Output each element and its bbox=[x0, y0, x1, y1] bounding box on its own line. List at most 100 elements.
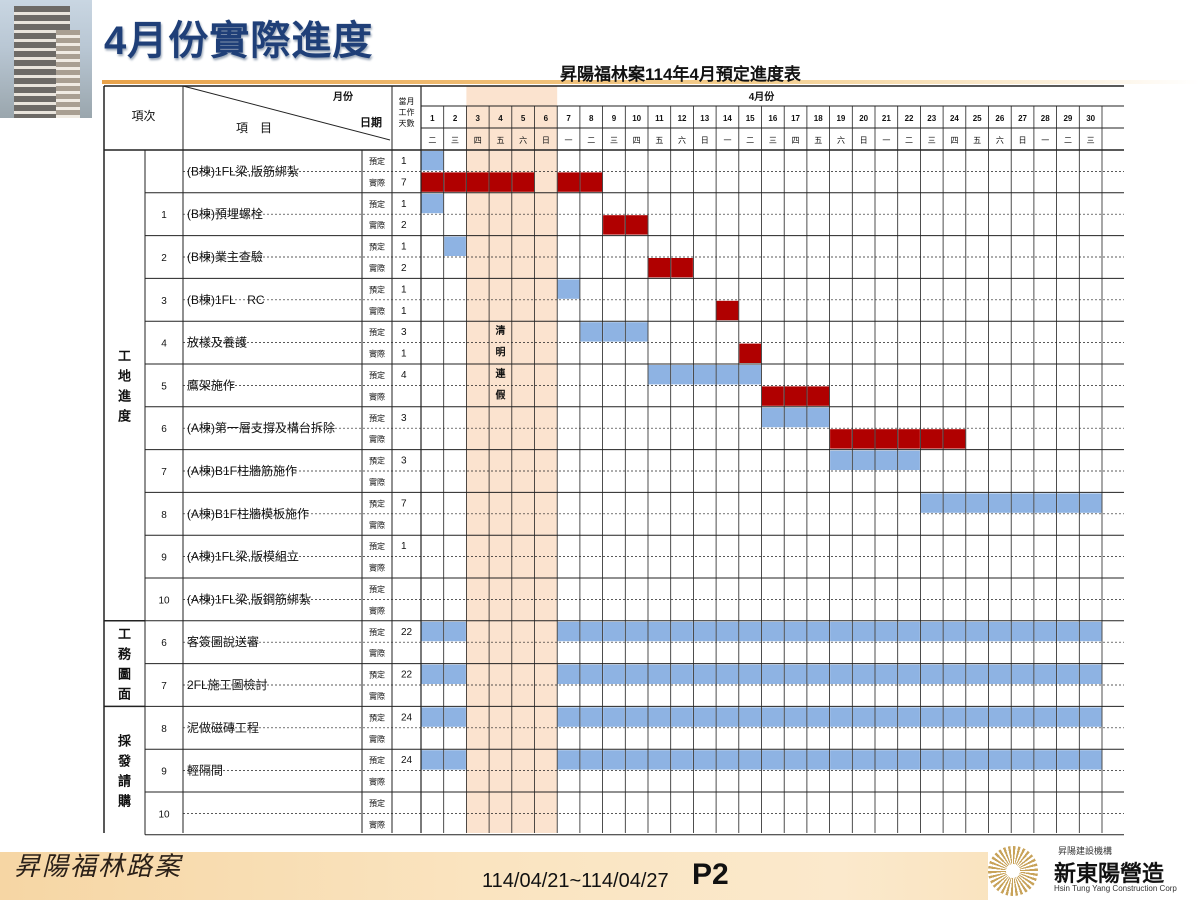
actual-days: 2 bbox=[401, 263, 407, 274]
day-number: 22 bbox=[905, 114, 914, 123]
plan-bar-cell bbox=[603, 750, 625, 770]
row-item: (B棟)1FL梁,版筋綁紮 bbox=[187, 163, 299, 178]
plan-bar-cell bbox=[444, 664, 466, 684]
plan-bar-cell bbox=[784, 750, 807, 770]
actual-label: 實際 bbox=[369, 819, 385, 829]
group-label-char: 工 bbox=[118, 348, 131, 363]
actual-bar-cell bbox=[943, 429, 966, 449]
company-group-name: 昇陽建設機構 bbox=[1058, 846, 1113, 856]
weekday-label: 六 bbox=[519, 135, 527, 145]
actual-label: 實際 bbox=[369, 434, 385, 444]
weekday-label: 六 bbox=[837, 135, 845, 145]
plan-bar-cell bbox=[671, 621, 693, 642]
plan-bar-cell bbox=[875, 621, 898, 642]
plan-bar-cell bbox=[557, 621, 580, 642]
weekday-label: 二 bbox=[746, 136, 754, 145]
weekday-label: 三 bbox=[610, 136, 618, 145]
plan-label: 預定 bbox=[369, 584, 385, 594]
plan-bar-cell bbox=[784, 664, 807, 684]
header-month-label: 月份 bbox=[332, 90, 354, 103]
plan-bar-cell bbox=[852, 450, 875, 470]
plan-label: 預定 bbox=[369, 284, 385, 294]
weekday-label: 五 bbox=[814, 136, 822, 145]
plan-bar-cell bbox=[807, 750, 830, 770]
plan-bar-cell bbox=[716, 707, 739, 727]
plan-bar-cell bbox=[830, 707, 852, 727]
day-number: 11 bbox=[655, 114, 664, 123]
header-index: 項次 bbox=[131, 109, 155, 123]
plan-bar-cell bbox=[920, 707, 943, 727]
group-label-char: 發 bbox=[117, 754, 131, 769]
actual-bar-cell bbox=[807, 386, 830, 406]
day-number: 8 bbox=[589, 114, 594, 123]
plan-bar-cell bbox=[943, 664, 966, 684]
slide-title: 4月份實際進度 bbox=[104, 19, 374, 63]
day-number: 26 bbox=[995, 114, 1004, 123]
actual-bar-cell bbox=[603, 215, 625, 235]
plan-bar-cell bbox=[898, 750, 920, 770]
day-number: 17 bbox=[791, 114, 800, 123]
actual-label: 實際 bbox=[369, 220, 385, 230]
holiday-label-char: 假 bbox=[495, 388, 506, 401]
day-number: 14 bbox=[723, 114, 732, 123]
plan-bar-cell bbox=[807, 707, 830, 727]
plan-bar-cell bbox=[648, 621, 671, 642]
plan-bar-cell bbox=[1011, 707, 1034, 727]
row-index: 9 bbox=[161, 767, 167, 778]
plan-bar-cell bbox=[762, 750, 784, 770]
plan-days: 3 bbox=[401, 456, 407, 467]
plan-bar-cell bbox=[671, 707, 693, 727]
project-logo: 昇陽福林路案 bbox=[14, 852, 183, 882]
day-number: 28 bbox=[1041, 114, 1050, 123]
plan-days: 7 bbox=[401, 498, 407, 509]
row-item: (B棟)1FL RC bbox=[187, 292, 265, 307]
plan-bar-cell bbox=[830, 664, 852, 684]
plan-bar-cell bbox=[716, 750, 739, 770]
plan-bar-cell bbox=[1079, 664, 1102, 684]
plan-bar-cell bbox=[739, 750, 761, 770]
row-index: 4 bbox=[161, 339, 167, 350]
plan-bar-cell bbox=[580, 750, 603, 770]
plan-bar-cell bbox=[1011, 750, 1034, 770]
day-number: 21 bbox=[882, 114, 891, 123]
day-number: 19 bbox=[836, 114, 845, 123]
plan-label: 預定 bbox=[369, 541, 385, 551]
day-number: 20 bbox=[859, 114, 868, 123]
plan-label: 預定 bbox=[369, 199, 385, 209]
actual-label: 實際 bbox=[369, 391, 385, 401]
plan-bar-cell bbox=[603, 322, 625, 342]
group-label-char: 度 bbox=[118, 408, 132, 423]
row-item: (B棟)預埋螺栓 bbox=[187, 206, 263, 221]
report-date-range: 114/04/21~114/04/27 bbox=[482, 870, 669, 892]
actual-bar-cell bbox=[648, 258, 671, 278]
day-number: 13 bbox=[700, 114, 709, 123]
plan-bar-cell bbox=[966, 664, 988, 684]
plan-bar-cell bbox=[852, 621, 875, 642]
weekday-label: 一 bbox=[1041, 136, 1049, 145]
plan-bar-cell bbox=[762, 407, 784, 428]
header-diagonal bbox=[182, 85, 391, 141]
actual-label: 實際 bbox=[369, 605, 385, 615]
plan-bar-cell bbox=[989, 707, 1011, 727]
plan-bar-cell bbox=[421, 621, 444, 642]
plan-bar-cell bbox=[671, 664, 693, 684]
day-number: 16 bbox=[768, 114, 777, 123]
row-index: 2 bbox=[161, 253, 167, 264]
plan-days: 1 bbox=[401, 242, 407, 253]
plan-bar-cell bbox=[875, 750, 898, 770]
group-label-char: 採 bbox=[118, 734, 132, 749]
weekday-label: 二 bbox=[587, 136, 595, 145]
plan-bar-cell bbox=[648, 664, 671, 684]
plan-bar-cell bbox=[648, 750, 671, 770]
actual-bar-cell bbox=[580, 172, 603, 192]
plan-bar-cell bbox=[989, 664, 1011, 684]
day-number: 24 bbox=[950, 114, 959, 123]
row-index: 3 bbox=[161, 296, 167, 307]
schedule-title: 昇陽福林案114年4月預定進度表 bbox=[560, 65, 801, 84]
holiday-label-char: 明 bbox=[495, 347, 505, 359]
row-item: (A棟)B1F柱牆模板施作 bbox=[187, 506, 309, 521]
plan-bar-cell bbox=[603, 621, 625, 642]
header-month: 4月份 bbox=[749, 90, 776, 103]
plan-bar-cell bbox=[920, 621, 943, 642]
actual-days: 1 bbox=[401, 306, 407, 317]
